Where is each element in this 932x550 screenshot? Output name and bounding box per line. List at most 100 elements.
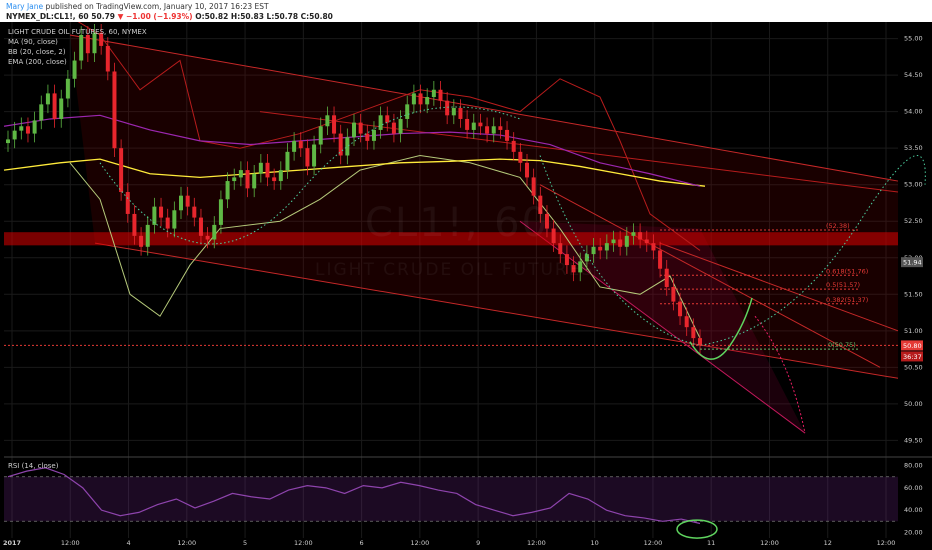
- rsi-highlight-circle: [676, 519, 718, 539]
- candle-body: [345, 137, 350, 156]
- name-watermark: LIGHT CRUDE OIL FUTURES: [315, 260, 595, 280]
- candle-body: [664, 268, 669, 287]
- candle-body: [232, 177, 237, 182]
- candle-body: [125, 192, 130, 214]
- rsi-tick-label: 40.00: [904, 506, 923, 514]
- candle-body: [325, 115, 330, 127]
- bb-upper-band: [77, 22, 701, 251]
- candle-body: [458, 108, 463, 119]
- cup-arc-left: [99, 106, 521, 245]
- candle-body: [305, 148, 310, 167]
- candle-body: [564, 254, 569, 266]
- candle-body: [119, 148, 124, 193]
- candle-body: [365, 133, 370, 141]
- candle-body: [258, 162, 263, 174]
- candle-body: [385, 115, 390, 123]
- y-tick-label: 50.00: [904, 400, 923, 408]
- candle-body: [398, 118, 403, 134]
- x-tick-label: 12:00: [177, 539, 196, 547]
- symbol-line: NYMEX_DL:CL1!, 60: [6, 12, 89, 21]
- x-tick-label: 5: [243, 539, 247, 547]
- candle-body: [25, 126, 30, 134]
- rsi-line: [7, 467, 701, 525]
- rsi-legend: RSI (14, close): [8, 462, 59, 470]
- countdown-text: 36:37: [903, 353, 922, 361]
- candle-body: [571, 265, 576, 273]
- publish-header: Mary Jane published on TradingView.com, …: [0, 0, 932, 22]
- candle-body: [332, 115, 337, 134]
- candle-body: [544, 213, 549, 229]
- candle-body: [644, 239, 649, 244]
- bb-legend: BB (20, close, 2): [8, 48, 66, 56]
- candle-body: [152, 206, 157, 225]
- candle-body: [92, 32, 97, 54]
- candle-body: [238, 170, 243, 178]
- candle-body: [185, 195, 190, 207]
- candle-body: [165, 217, 170, 229]
- candle-body: [358, 122, 363, 134]
- candle-body: [45, 93, 50, 105]
- candle-body: [132, 213, 137, 236]
- candle-body: [418, 93, 423, 105]
- y-tick-label: 53.00: [904, 181, 923, 189]
- countdown-box: [901, 351, 923, 362]
- candle-body: [198, 217, 203, 236]
- candle-body: [192, 206, 197, 218]
- rsi-tick-label: 80.00: [904, 462, 923, 470]
- candle-body: [52, 93, 57, 119]
- candle-body: [631, 232, 636, 236]
- candle-body: [658, 250, 663, 269]
- candle-body: [531, 177, 536, 196]
- candle-body: [6, 139, 10, 144]
- candle-body: [371, 129, 376, 141]
- candle-body: [465, 118, 470, 130]
- candle-body: [79, 34, 84, 61]
- candle-body: [172, 210, 177, 229]
- ema-legend: EMA (200, close): [8, 58, 67, 66]
- candle-body: [298, 140, 303, 149]
- publish-info: published on TradingView.com, January 10…: [45, 2, 269, 11]
- x-tick-label: 12: [824, 539, 832, 547]
- candle-body: [405, 104, 410, 119]
- candle-body: [618, 239, 623, 247]
- candle-body: [12, 130, 17, 140]
- candle-body: [491, 126, 496, 134]
- candle-body: [105, 45, 110, 72]
- candle-body: [285, 151, 290, 171]
- candle-body: [391, 122, 396, 134]
- x-tick-label: 2017: [3, 539, 21, 547]
- candle-body: [99, 32, 104, 46]
- candle-body: [312, 144, 317, 167]
- level-label-text: 51.94: [903, 259, 922, 267]
- candle-body: [445, 100, 450, 116]
- y-tick-label: 54.00: [904, 108, 923, 116]
- candle-body: [578, 261, 583, 273]
- bb-lower-band: [69, 154, 701, 339]
- y-tick-label: 54.50: [904, 71, 923, 79]
- author-link[interactable]: Mary Jane: [6, 2, 44, 11]
- x-tick-label: 6: [360, 539, 364, 547]
- candle-body: [19, 126, 24, 131]
- candle-body: [159, 206, 164, 218]
- candle-body: [179, 195, 183, 211]
- candle-body: [32, 120, 37, 134]
- candle-body: [678, 301, 683, 317]
- candle-body: [318, 126, 323, 145]
- x-tick-label: 9: [476, 539, 480, 547]
- candle-body: [684, 316, 689, 328]
- x-tick-label: 12:00: [760, 539, 779, 547]
- candle-body: [591, 246, 596, 255]
- candle-body: [39, 104, 44, 121]
- x-tick-label: 12:00: [410, 539, 429, 547]
- candle-body: [485, 126, 490, 134]
- y-tick-label: 51.50: [904, 290, 923, 298]
- ohlc-values: O:50.82 H:50.83 L:50.78 C:50.80: [195, 12, 333, 21]
- y-tick-label: 53.50: [904, 144, 923, 152]
- candle-body: [65, 78, 70, 99]
- candle-body: [551, 228, 556, 244]
- candle-body: [638, 232, 643, 240]
- candle-body: [691, 327, 696, 339]
- ema-200-line: [3, 158, 706, 187]
- candle-body: [378, 115, 383, 130]
- ma-legend: MA (90, close): [8, 38, 58, 46]
